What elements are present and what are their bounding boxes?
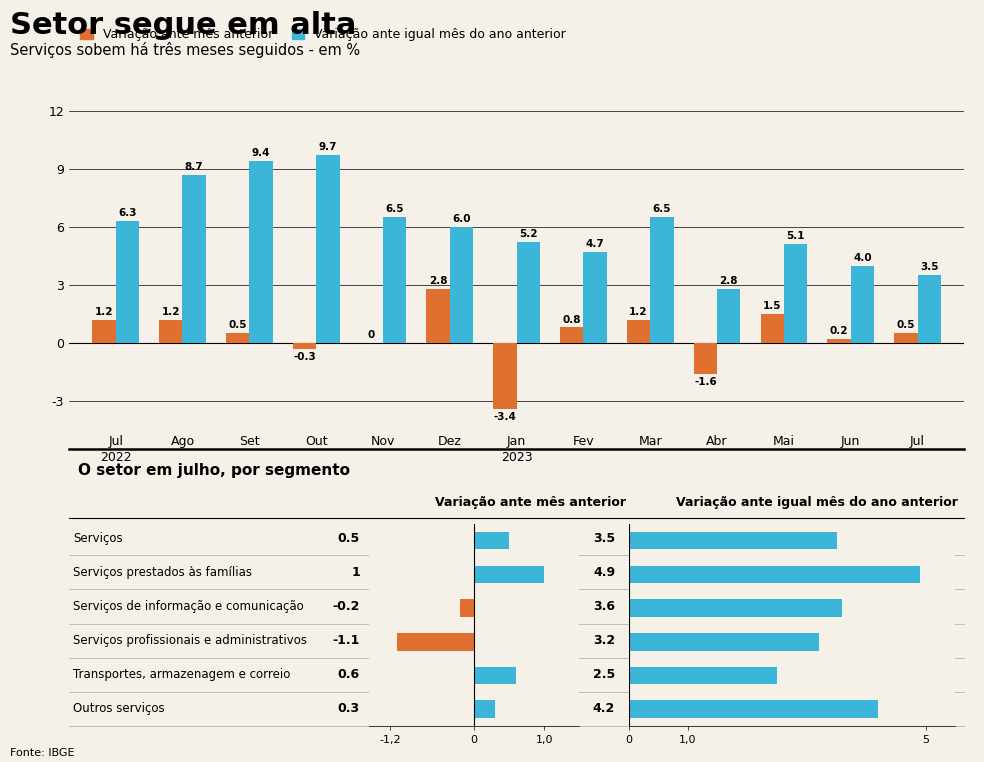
Text: Variação ante mês anterior: Variação ante mês anterior — [435, 496, 626, 509]
Text: 0: 0 — [368, 330, 375, 340]
Text: 0.3: 0.3 — [338, 703, 360, 716]
Text: Serviços sobem há três meses seguidos - em %: Serviços sobem há três meses seguidos - … — [10, 42, 360, 58]
Text: -1.1: -1.1 — [333, 634, 360, 647]
Text: 2.8: 2.8 — [719, 276, 738, 286]
Text: 1.2: 1.2 — [630, 307, 647, 317]
Bar — [694, 343, 717, 374]
Text: 3.6: 3.6 — [593, 600, 615, 613]
Text: 3.5: 3.5 — [593, 532, 615, 545]
Text: 6.3: 6.3 — [118, 208, 137, 218]
Text: Transportes, armazenagem e correio: Transportes, armazenagem e correio — [74, 668, 290, 681]
Bar — [92, 320, 116, 343]
Bar — [293, 343, 316, 349]
Text: Serviços: Serviços — [74, 532, 123, 545]
Text: 8.7: 8.7 — [185, 162, 204, 171]
Text: Serviços profissionais e administrativos: Serviços profissionais e administrativos — [74, 634, 307, 647]
Text: -1.6: -1.6 — [694, 376, 716, 387]
Bar — [584, 252, 607, 343]
Bar — [784, 245, 807, 343]
Text: -0.3: -0.3 — [293, 351, 316, 362]
Bar — [517, 242, 540, 343]
Bar — [226, 333, 249, 343]
Text: 1: 1 — [351, 565, 360, 579]
Bar — [383, 217, 406, 343]
Text: 5.1: 5.1 — [786, 232, 805, 242]
Text: Setor segue em alta: Setor segue em alta — [10, 11, 356, 40]
Text: -0.2: -0.2 — [333, 600, 360, 613]
Text: 6.0: 6.0 — [453, 214, 470, 224]
Bar — [894, 333, 917, 343]
Text: 3.2: 3.2 — [593, 634, 615, 647]
Text: 0.6: 0.6 — [338, 668, 360, 681]
Bar — [249, 161, 273, 343]
Bar — [316, 155, 339, 343]
Bar — [650, 217, 674, 343]
Bar — [450, 227, 473, 343]
Text: 0.5: 0.5 — [338, 532, 360, 545]
Text: 1.2: 1.2 — [161, 307, 180, 317]
Text: 4.9: 4.9 — [593, 565, 615, 579]
Text: Serviços prestados às famílias: Serviços prestados às famílias — [74, 565, 252, 579]
Text: 6.5: 6.5 — [386, 204, 403, 214]
Text: 4.0: 4.0 — [853, 253, 872, 263]
Bar — [116, 221, 139, 343]
Text: 0.2: 0.2 — [830, 326, 848, 336]
Bar — [828, 339, 851, 343]
Text: 1.5: 1.5 — [763, 301, 781, 311]
Text: Variação ante igual mês do ano anterior: Variação ante igual mês do ano anterior — [676, 496, 957, 509]
Text: -3.4: -3.4 — [493, 411, 517, 421]
Legend: Variação ante mês anterior, Variação ante igual mês do ano anterior: Variação ante mês anterior, Variação ant… — [75, 23, 571, 46]
Bar — [560, 328, 584, 343]
Text: 0.8: 0.8 — [563, 315, 581, 325]
Bar — [917, 275, 941, 343]
Text: 4.7: 4.7 — [585, 239, 604, 249]
Text: 9.7: 9.7 — [319, 142, 338, 152]
Bar — [159, 320, 182, 343]
Bar — [761, 314, 784, 343]
Text: 6.5: 6.5 — [652, 204, 671, 214]
Text: O setor em julho, por segmento: O setor em julho, por segmento — [78, 463, 350, 478]
Text: 5.2: 5.2 — [519, 229, 537, 239]
Text: 0.5: 0.5 — [228, 320, 247, 331]
Bar — [851, 265, 874, 343]
Bar — [717, 289, 741, 343]
Bar — [182, 174, 206, 343]
Bar — [493, 343, 517, 408]
Text: Fonte: IBGE: Fonte: IBGE — [10, 748, 75, 758]
Text: 4.2: 4.2 — [592, 703, 615, 716]
Bar — [426, 289, 450, 343]
Bar — [627, 320, 650, 343]
Text: 1.2: 1.2 — [94, 307, 113, 317]
Text: Serviços de informação e comunicação: Serviços de informação e comunicação — [74, 600, 304, 613]
Text: Outros serviços: Outros serviços — [74, 703, 165, 716]
Text: 2.8: 2.8 — [429, 276, 448, 286]
Text: 0.5: 0.5 — [896, 320, 915, 331]
Text: 9.4: 9.4 — [252, 148, 271, 158]
Text: 2.5: 2.5 — [592, 668, 615, 681]
Text: 3.5: 3.5 — [920, 262, 939, 272]
